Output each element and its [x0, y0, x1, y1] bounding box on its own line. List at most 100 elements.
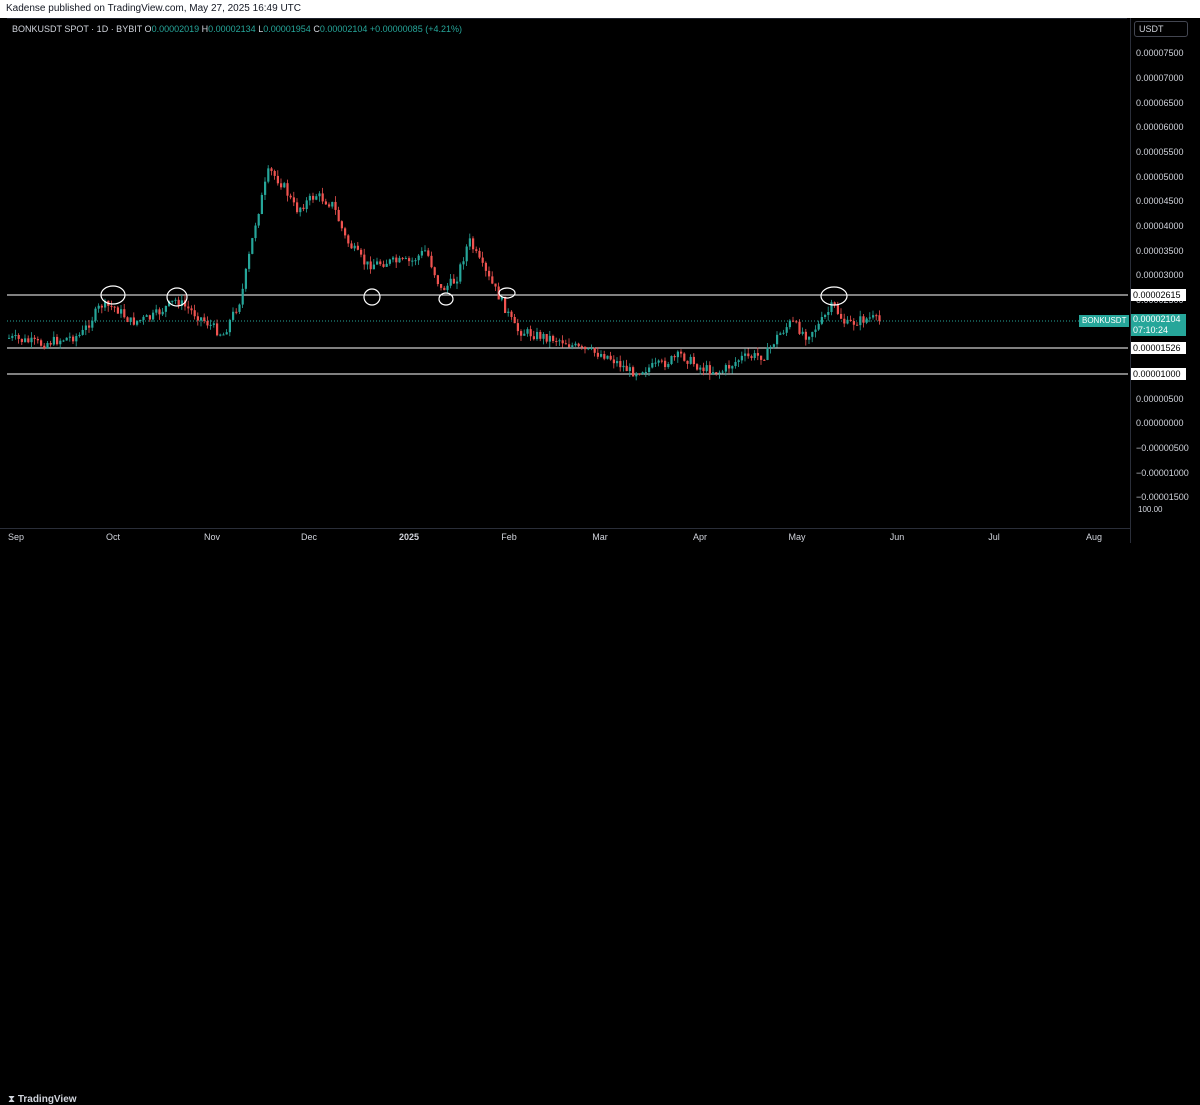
candle-up [772, 344, 775, 347]
volume-scale-label: 100.00 [1138, 505, 1163, 514]
candle-down [395, 257, 398, 263]
candle-up [526, 329, 529, 334]
candle-down [401, 257, 404, 259]
candle-up [267, 168, 270, 182]
chart-pane[interactable] [7, 18, 1127, 529]
price-scale[interactable] [1130, 18, 1200, 543]
candle-down [494, 283, 497, 287]
candle-up [779, 333, 782, 335]
candle-up [641, 372, 644, 375]
candle-down [632, 367, 635, 377]
candle-down [289, 195, 292, 198]
candle-up [315, 196, 318, 200]
time-tick-label: Oct [105, 532, 121, 542]
candlestick-chart[interactable] [0, 0, 1200, 568]
candle-up [801, 331, 804, 334]
candle-down [686, 360, 689, 364]
candle-up [257, 214, 260, 226]
time-tick-label: Dec [300, 532, 318, 542]
candle-up [456, 281, 459, 284]
candle-down [321, 193, 324, 202]
candle-down [856, 324, 859, 326]
candle-down [804, 331, 807, 340]
candle-up [318, 193, 321, 197]
candle-up [94, 308, 97, 321]
candle-up [417, 255, 420, 261]
close-label: C [313, 24, 320, 34]
candle-up [91, 320, 94, 328]
annotation-circle [438, 292, 454, 306]
candle-down [798, 321, 801, 334]
candle-up [571, 345, 574, 347]
candle-down [612, 359, 615, 364]
candle-down [673, 356, 676, 358]
candle-down [27, 338, 30, 343]
candle-up [808, 336, 811, 340]
candle-down [529, 329, 532, 337]
annotation-circle [498, 287, 516, 299]
candle-up [209, 324, 212, 326]
candle-up [24, 338, 27, 342]
candle-down [680, 351, 683, 354]
annotation-circle [363, 288, 381, 306]
symbol-label[interactable]: BONKUSDT SPOT · 1D · BYBIT [12, 24, 143, 34]
candle-up [776, 334, 779, 345]
candle-up [331, 201, 334, 207]
candle-down [324, 201, 327, 205]
candle-down [763, 359, 766, 361]
candle-down [20, 338, 23, 342]
candle-down [216, 323, 219, 336]
candle-up [548, 335, 551, 342]
price-tick-label: −0.00001000 [1136, 467, 1189, 478]
candle-down [520, 331, 523, 336]
candle-up [648, 367, 651, 372]
price-tick-label: 0.00000000 [1136, 418, 1184, 429]
candle-up [411, 260, 414, 262]
candle-up [155, 309, 158, 313]
footer: ⧗ TradingView [0, 544, 1200, 1105]
current-price: 0.00002104 [1133, 314, 1181, 324]
candle-down [430, 255, 433, 268]
candle-up [120, 309, 123, 314]
candle-down [408, 258, 411, 262]
price-tick-label: −0.00001500 [1136, 492, 1189, 503]
candle-up [68, 336, 71, 338]
candle-up [145, 315, 148, 317]
candle-up [846, 319, 849, 324]
candle-down [382, 264, 385, 267]
candle-up [830, 302, 833, 312]
candle-down [756, 353, 759, 356]
candle-up [174, 299, 177, 301]
candle-down [484, 262, 487, 271]
candle-up [827, 311, 830, 315]
candle-up [222, 334, 225, 336]
candle-up [376, 261, 379, 265]
time-axis[interactable] [0, 528, 1130, 545]
tradingview-logo[interactable]: ⧗ TradingView [8, 1094, 77, 1105]
publish-header: Kadense published on TradingView.com, Ma… [0, 0, 1200, 18]
candle-down [190, 308, 193, 311]
price-tick-label: 0.00004500 [1136, 196, 1184, 207]
candle-down [72, 336, 75, 342]
candle-down [513, 316, 516, 324]
candle-up [542, 333, 545, 339]
candle-down [196, 316, 199, 321]
candle-up [462, 261, 465, 265]
candle-up [753, 353, 756, 358]
currency-button[interactable]: USDT [1134, 21, 1188, 37]
candle-down [433, 267, 436, 276]
candle-up [657, 360, 660, 363]
candle-down [510, 311, 513, 317]
candle-up [81, 329, 84, 335]
candle-up [635, 373, 638, 377]
candle-up [52, 336, 55, 345]
candle-down [369, 261, 372, 270]
time-tick-label: Jul [988, 532, 1000, 542]
candle-down [878, 315, 881, 322]
candle-up [724, 365, 727, 372]
candle-down [40, 340, 43, 346]
time-tick-label: Feb [501, 532, 517, 542]
candle-down [715, 372, 718, 374]
candle-up [59, 340, 62, 345]
high-label: H [201, 24, 209, 34]
